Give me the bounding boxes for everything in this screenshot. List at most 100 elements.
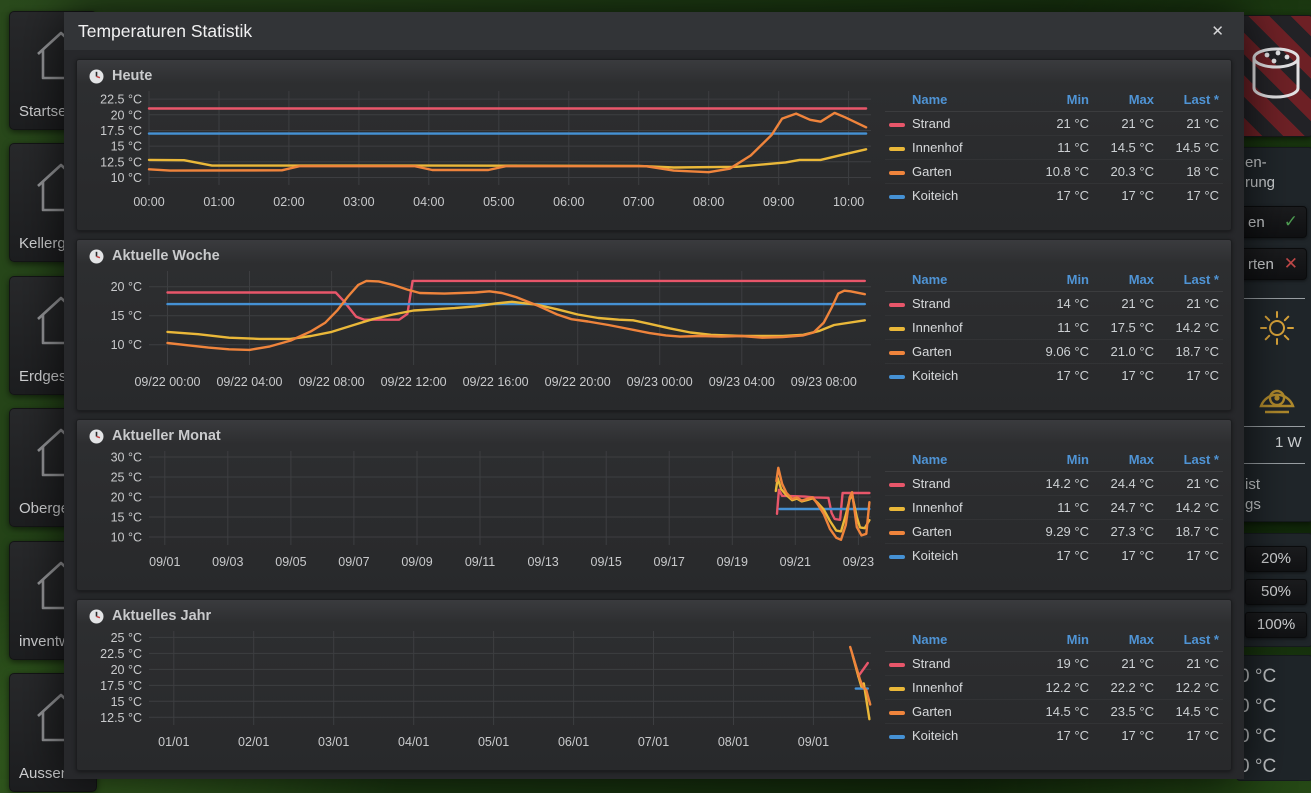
- legend-series-name[interactable]: Koiteich: [885, 544, 1028, 568]
- svg-text:09/22 20:00: 09/22 20:00: [545, 375, 611, 389]
- legend-series-name[interactable]: Innenhof: [885, 135, 1028, 160]
- legend-row[interactable]: Koiteich 17 °C 17 °C 17 °C: [885, 544, 1223, 568]
- legend-series-name[interactable]: Innenhof: [885, 495, 1028, 520]
- svg-text:09/22 04:00: 09/22 04:00: [216, 375, 282, 389]
- legend-min: 17 °C: [1056, 728, 1089, 743]
- percent-button-20[interactable]: 20%: [1245, 546, 1307, 572]
- legend-min: 10.8 °C: [1028, 159, 1093, 184]
- legend-column-min[interactable]: Min: [1028, 449, 1093, 472]
- legend-row[interactable]: Innenhof 11 °C 17.5 °C 14.2 °C: [885, 315, 1223, 340]
- panel-title: Aktuelle Woche: [112, 248, 220, 264]
- svg-text:05:00: 05:00: [483, 195, 514, 209]
- legend-series-name[interactable]: Strand: [885, 651, 1028, 676]
- series-color-swatch: [889, 350, 905, 355]
- confirm-button-label: en: [1248, 213, 1265, 231]
- legend-row[interactable]: Koiteich 17 °C 17 °C 17 °C: [885, 724, 1223, 748]
- legend-row[interactable]: Garten 9.06 °C 21.0 °C 18.7 °C: [885, 339, 1223, 364]
- svg-text:17.5 °C: 17.5 °C: [100, 679, 142, 693]
- close-icon[interactable]: ✕: [1211, 23, 1224, 40]
- legend-series-name[interactable]: Strand: [885, 111, 1028, 136]
- legend-column-max[interactable]: Max: [1093, 629, 1158, 652]
- legend-row[interactable]: Koiteich 17 °C 17 °C 17 °C: [885, 184, 1223, 208]
- legend-last: 17 °C: [1186, 368, 1219, 383]
- legend-column-name[interactable]: Name: [885, 449, 1028, 472]
- partial-note-2: gs: [1245, 496, 1261, 513]
- cancel-button[interactable]: rten ✕: [1239, 248, 1307, 280]
- legend-row[interactable]: Strand 19 °C 21 °C 21 °C: [885, 651, 1223, 676]
- dimmer-panel: 20% 50% 100%: [1236, 533, 1311, 647]
- series-color-swatch: [889, 662, 905, 667]
- temperature-value: 0 °C: [1239, 696, 1277, 717]
- series-color-swatch: [889, 170, 905, 175]
- legend-column-name[interactable]: Name: [885, 269, 1028, 292]
- svg-text:20 °C: 20 °C: [111, 491, 142, 505]
- percent-button-50[interactable]: 50%: [1245, 579, 1307, 605]
- legend-row[interactable]: Garten 10.8 °C 20.3 °C 18 °C: [885, 159, 1223, 184]
- legend-column-max[interactable]: Max: [1093, 269, 1158, 292]
- legend-column-last[interactable]: Last *: [1158, 449, 1223, 472]
- svg-text:15 °C: 15 °C: [111, 309, 142, 323]
- sidebar-tile-label: inventw: [19, 633, 70, 650]
- legend-column-min[interactable]: Min: [1028, 89, 1093, 112]
- legend-series-name[interactable]: Garten: [885, 519, 1028, 544]
- legend-series-name[interactable]: Garten: [885, 339, 1028, 364]
- legend-series-name[interactable]: Innenhof: [885, 675, 1028, 700]
- legend-row[interactable]: Garten 9.29 °C 27.3 °C 18.7 °C: [885, 519, 1223, 544]
- hazard-striped-tile[interactable]: [1240, 15, 1311, 137]
- svg-text:09/15: 09/15: [591, 555, 622, 569]
- legend-column-min[interactable]: Min: [1028, 629, 1093, 652]
- chart-aktueller-monat[interactable]: 09/01 09/03 09/05 09/07 09/09 09/11 09/13 09/15…: [85, 445, 877, 577]
- legend-column-name[interactable]: Name: [885, 629, 1028, 652]
- panel-title: Aktueller Monat: [112, 428, 221, 444]
- svg-text:01:00: 01:00: [203, 195, 234, 209]
- legend-row[interactable]: Innenhof 11 °C 14.5 °C 14.5 °C: [885, 135, 1223, 160]
- legend-column-min[interactable]: Min: [1028, 269, 1093, 292]
- legend-row[interactable]: Strand 21 °C 21 °C 21 °C: [885, 111, 1223, 136]
- svg-text:20 °C: 20 °C: [111, 280, 142, 294]
- legend-row[interactable]: Strand 14 °C 21 °C 21 °C: [885, 291, 1223, 316]
- legend-series-name[interactable]: Innenhof: [885, 315, 1028, 340]
- sun-icon[interactable]: [1259, 310, 1295, 346]
- legend-series-name[interactable]: Strand: [885, 291, 1028, 316]
- legend-max: 17 °C: [1121, 188, 1154, 203]
- camera-icon[interactable]: [1257, 380, 1297, 420]
- legend-column-max[interactable]: Max: [1093, 449, 1158, 472]
- svg-text:09/21: 09/21: [780, 555, 811, 569]
- series-color-swatch: [889, 734, 905, 739]
- legend-series-name[interactable]: Koiteich: [885, 724, 1028, 748]
- legend-last: 18.7 °C: [1158, 519, 1223, 544]
- legend-series-name[interactable]: Koiteich: [885, 364, 1028, 388]
- dialog-title: Temperaturen Statistik: [78, 20, 253, 41]
- svg-text:09/22 16:00: 09/22 16:00: [463, 375, 529, 389]
- legend-min: 12.2 °C: [1028, 675, 1093, 700]
- svg-text:01/01: 01/01: [158, 735, 189, 749]
- svg-text:20 °C: 20 °C: [111, 108, 142, 122]
- legend-row[interactable]: Garten 14.5 °C 23.5 °C 14.5 °C: [885, 699, 1223, 724]
- legend-column-last[interactable]: Last *: [1158, 629, 1223, 652]
- svg-text:09:00: 09:00: [763, 195, 794, 209]
- legend-series-name[interactable]: Garten: [885, 699, 1028, 724]
- series-color-swatch: [889, 194, 905, 199]
- legend-row[interactable]: Strand 14.2 °C 24.4 °C 21 °C: [885, 471, 1223, 496]
- chart-aktuelle-woche[interactable]: 09/22 00:00 09/22 04:00 09/22 08:00 09/22 1…: [85, 265, 877, 397]
- legend-column-max[interactable]: Max: [1093, 89, 1158, 112]
- legend-series-name[interactable]: Garten: [885, 159, 1028, 184]
- confirm-button[interactable]: en ✓: [1239, 206, 1307, 238]
- legend-column-last[interactable]: Last *: [1158, 89, 1223, 112]
- legend-max: 17 °C: [1121, 728, 1154, 743]
- legend-series-name[interactable]: Strand: [885, 471, 1028, 496]
- temperature-value: 0 °C: [1239, 666, 1277, 687]
- legend-column-name[interactable]: Name: [885, 89, 1028, 112]
- legend-series-name[interactable]: Koiteich: [885, 184, 1028, 208]
- legend-last: 12.2 °C: [1158, 675, 1223, 700]
- legend-row[interactable]: Koiteich 17 °C 17 °C 17 °C: [885, 364, 1223, 388]
- chart-aktuelles-jahr[interactable]: 01/01 02/01 03/01 04/01 05/01 06/01 07/01 08/01…: [85, 625, 877, 757]
- legend-column-last[interactable]: Last *: [1158, 269, 1223, 292]
- legend-row[interactable]: Innenhof 12.2 °C 22.2 °C 12.2 °C: [885, 675, 1223, 700]
- legend-row[interactable]: Innenhof 11 °C 24.7 °C 14.2 °C: [885, 495, 1223, 520]
- svg-text:09/13: 09/13: [527, 555, 558, 569]
- percent-button-100[interactable]: 100%: [1245, 612, 1307, 638]
- chart-heute[interactable]: 00:00 01:00 02:00 03:00 04:00 05:00 06:00 07:00…: [85, 85, 877, 217]
- legend-max: 24.4 °C: [1093, 471, 1158, 496]
- legend-max: 23.5 °C: [1093, 699, 1158, 724]
